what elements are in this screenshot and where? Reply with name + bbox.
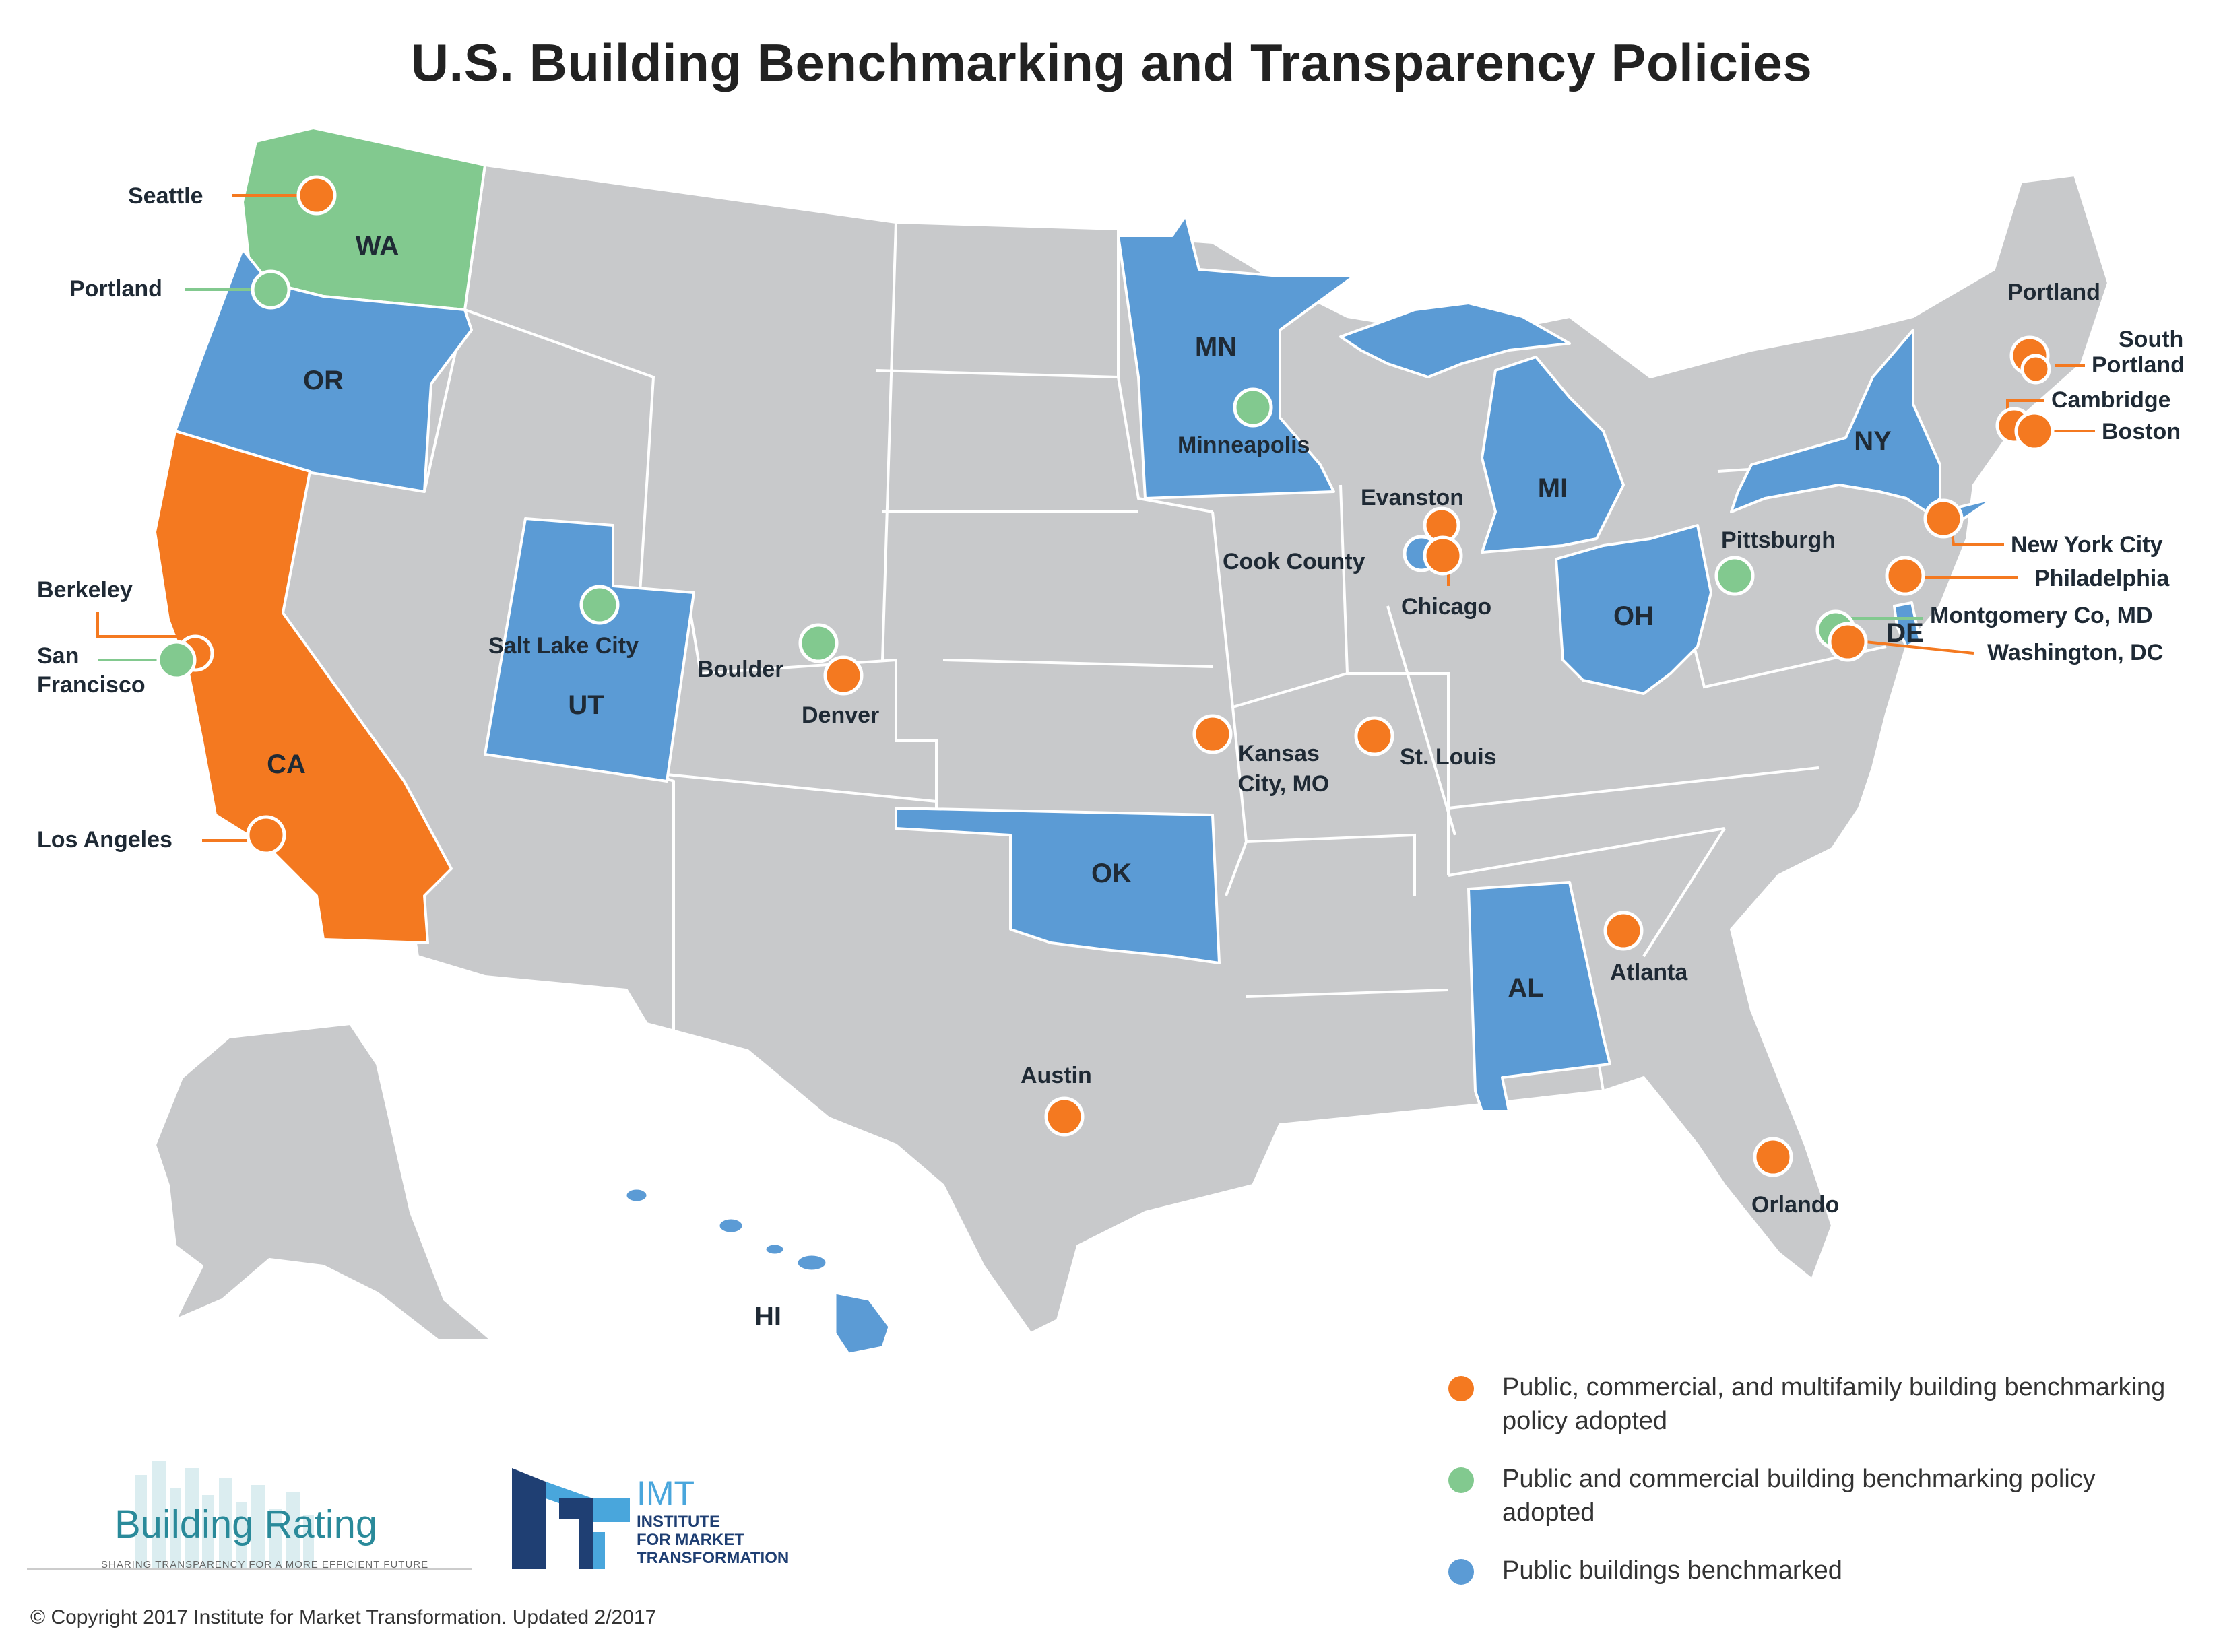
city-label-orlando: Orlando	[1751, 1192, 1839, 1218]
marker-denver[interactable]	[823, 655, 864, 696]
state-labels: WA OR CA UT MN MI OH NY DE OK AL HI	[267, 231, 1924, 1331]
city-label-atlanta: Atlanta	[1610, 960, 1688, 985]
marker-atlanta[interactable]	[1603, 911, 1644, 951]
legend-dot-blue	[1448, 1559, 1474, 1585]
city-label-denver: Denver	[802, 702, 879, 728]
marker-los-angeles[interactable]	[246, 815, 286, 855]
city-label-cambridge: Cambridge	[2051, 387, 2171, 413]
building-rating-logo	[27, 1461, 472, 1570]
city-label-boulder: Boulder	[697, 657, 783, 682]
city-label-minneapolis: Minneapolis	[1178, 432, 1310, 458]
state-or	[174, 248, 473, 493]
state-ak	[154, 1022, 493, 1342]
marker-st-louis[interactable]	[1354, 716, 1394, 756]
city-label-portland-s: Portland	[2092, 352, 2185, 378]
marker-kansas-city[interactable]	[1192, 714, 1233, 754]
state-mn	[1117, 214, 1355, 500]
city-label-portland-me: Portland	[2007, 279, 2100, 305]
marker-san-francisco[interactable]	[156, 640, 197, 680]
city-label-philadelphia: Philadelphia	[2034, 566, 2170, 591]
building-rating-tagline: SHARING TRANSPARENCY FOR A MORE EFFICIEN…	[101, 1559, 429, 1571]
state-hi	[624, 1187, 891, 1355]
state-label-oh: OH	[1613, 601, 1654, 631]
marker-portland-or[interactable]	[251, 269, 291, 310]
marker-boulder[interactable]	[798, 623, 839, 663]
state-label-mn: MN	[1195, 332, 1237, 362]
city-label-nyc: New York City	[2011, 532, 2163, 558]
marker-salt-lake-city[interactable]	[579, 585, 620, 625]
state-de	[1893, 601, 1921, 648]
city-label-city-mo: City, MO	[1238, 771, 1329, 797]
city-label-salt-lake-city: Salt Lake City	[488, 633, 639, 659]
state-label-de: DE	[1886, 618, 1924, 648]
imt-line-2: FOR MARKET	[637, 1531, 744, 1549]
marker-washington-dc[interactable]	[1828, 622, 1868, 662]
state-oh	[1555, 524, 1712, 695]
legend-item-green: Public and commercial building benchmark…	[1448, 1462, 2189, 1529]
marker-chicago[interactable]	[1423, 535, 1463, 576]
city-label-boston: Boston	[2102, 419, 2181, 444]
imt-line-3: TRANSFORMATION	[637, 1549, 790, 1567]
copyright-footer: © Copyright 2017 Institute for Market Tr…	[30, 1606, 657, 1628]
leader-berkeley	[96, 612, 199, 638]
legend-item-orange: Public, commercial, and multifamily buil…	[1448, 1370, 2189, 1438]
legend-label-green: Public and commercial building benchmark…	[1502, 1465, 2096, 1527]
state-ok	[895, 807, 1221, 964]
city-label-pittsburgh: Pittsburgh	[1721, 527, 1836, 553]
legend-item-blue: Public buildings benchmarked	[1448, 1554, 2189, 1587]
marker-minneapolis[interactable]	[1233, 387, 1273, 428]
imt-name: IMT	[637, 1474, 695, 1512]
legend-label-orange: Public, commercial, and multifamily buil…	[1502, 1373, 2166, 1435]
city-label-san: San	[37, 643, 79, 669]
state-label-wa: WA	[356, 231, 399, 261]
state-label-or: OR	[303, 366, 344, 395]
state-label-hi: HI	[754, 1302, 781, 1331]
legend: Public, commercial, and multifamily buil…	[1448, 1370, 2189, 1612]
city-label-cook-county: Cook County	[1223, 549, 1365, 574]
state-ut	[484, 517, 695, 783]
marker-austin[interactable]	[1044, 1096, 1085, 1137]
state-label-ut: UT	[568, 690, 604, 720]
legend-dot-green	[1448, 1467, 1474, 1493]
state-label-ny: NY	[1854, 426, 1892, 456]
marker-orlando[interactable]	[1753, 1137, 1793, 1177]
city-label-st-louis: St. Louis	[1400, 744, 1497, 770]
state-label-ok: OK	[1091, 859, 1132, 888]
city-label-seattle: Seattle	[128, 183, 203, 209]
city-label-austin: Austin	[1021, 1063, 1092, 1088]
city-label-los-angeles: Los Angeles	[37, 827, 172, 853]
city-labels: Seattle Portland Berkeley San Francisco …	[37, 183, 2185, 1218]
legend-dot-orange	[1448, 1376, 1474, 1401]
marker-south-portland[interactable]	[2020, 354, 2051, 385]
city-label-kansas: Kansas	[1238, 741, 1320, 766]
imt-line-1: INSTITUTE	[637, 1513, 720, 1531]
map-title: U.S. Building Benchmarking and Transpare…	[410, 33, 1813, 92]
city-label-portland-or: Portland	[69, 276, 162, 302]
city-label-francisco: Francisco	[37, 672, 146, 698]
city-label-washington-dc: Washington, DC	[1987, 640, 2163, 665]
state-label-mi: MI	[1538, 473, 1568, 503]
city-label-chicago: Chicago	[1401, 594, 1491, 620]
legend-label-blue: Public buildings benchmarked	[1502, 1556, 1842, 1585]
imt-logo-mark	[512, 1468, 630, 1569]
building-rating-name: Building Rating	[115, 1502, 378, 1546]
state-label-al: AL	[1508, 973, 1543, 1003]
state-mi	[1339, 302, 1625, 554]
city-label-montgomery: Montgomery Co, MD	[1930, 603, 2153, 628]
state-label-ca: CA	[267, 750, 306, 779]
marker-seattle[interactable]	[296, 175, 337, 216]
city-label-berkeley: Berkeley	[37, 577, 133, 603]
marker-philadelphia[interactable]	[1885, 556, 1925, 596]
marker-pittsburgh[interactable]	[1714, 556, 1755, 596]
city-label-evanston: Evanston	[1361, 485, 1464, 510]
state-al	[1467, 881, 1611, 1113]
city-label-south: South	[2119, 327, 2183, 352]
marker-boston[interactable]	[2014, 411, 2055, 451]
marker-nyc[interactable]	[1923, 498, 1964, 539]
city-markers	[156, 175, 2055, 1177]
